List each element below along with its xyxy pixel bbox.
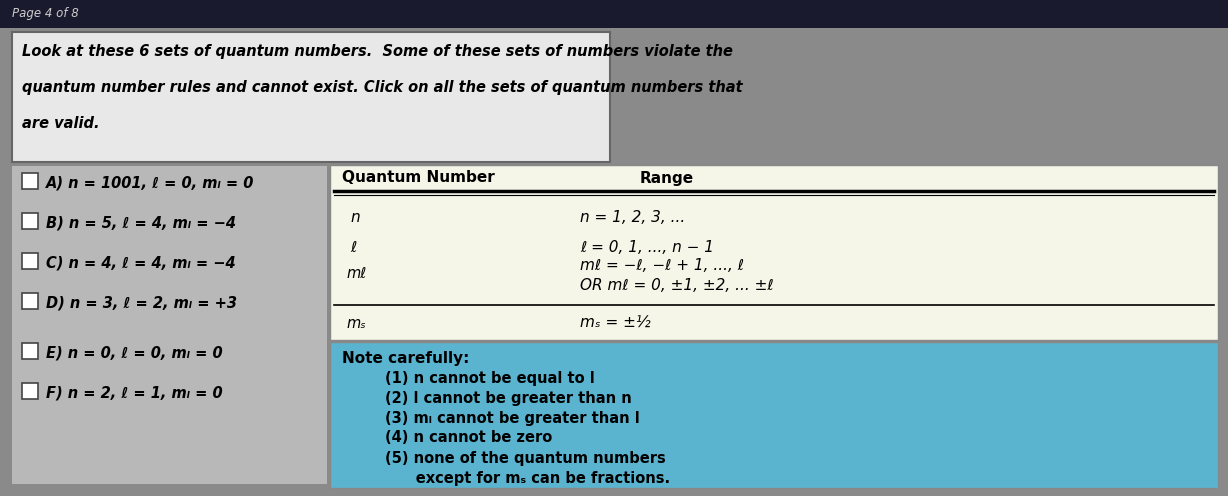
Bar: [22, 293, 38, 309]
Text: quantum number rules and cannot exist. Click on all the sets of quantum numbers : quantum number rules and cannot exist. C…: [22, 80, 743, 95]
Text: (4) n cannot be zero: (4) n cannot be zero: [386, 431, 553, 445]
Text: are valid.: are valid.: [22, 116, 99, 131]
Text: OR mℓ = 0, ±1, ±2, ... ±ℓ: OR mℓ = 0, ±1, ±2, ... ±ℓ: [580, 277, 774, 293]
Text: (3) mₗ cannot be greater than l: (3) mₗ cannot be greater than l: [386, 411, 640, 426]
Text: A) n = 1001, ℓ = 0, mₗ = 0: A) n = 1001, ℓ = 0, mₗ = 0: [45, 176, 254, 190]
Text: Look at these 6 sets of quantum numbers.  Some of these sets of numbers violate : Look at these 6 sets of quantum numbers.…: [22, 44, 733, 59]
Text: Range: Range: [640, 171, 694, 186]
Text: (1) n cannot be equal to l: (1) n cannot be equal to l: [386, 371, 594, 385]
Text: mℓ: mℓ: [346, 265, 366, 281]
Text: D) n = 3, ℓ = 2, mₗ = +3: D) n = 3, ℓ = 2, mₗ = +3: [45, 296, 237, 310]
Bar: [22, 343, 38, 359]
Text: ℓ: ℓ: [350, 240, 356, 254]
Bar: [12, 32, 610, 162]
Text: Page 4 of 8: Page 4 of 8: [12, 7, 79, 20]
Text: Note carefully:: Note carefully:: [343, 351, 469, 366]
Bar: [22, 253, 38, 269]
Text: Quantum Number: Quantum Number: [343, 171, 495, 186]
Bar: [12, 166, 327, 484]
Text: E) n = 0, ℓ = 0, mₗ = 0: E) n = 0, ℓ = 0, mₗ = 0: [45, 346, 222, 361]
Bar: [330, 342, 1218, 488]
Bar: [22, 213, 38, 229]
Bar: [22, 383, 38, 399]
Text: C) n = 4, ℓ = 4, mₗ = −4: C) n = 4, ℓ = 4, mₗ = −4: [45, 255, 236, 270]
Text: mₛ = ±½: mₛ = ±½: [580, 315, 651, 330]
Text: (2) l cannot be greater than n: (2) l cannot be greater than n: [386, 390, 631, 406]
Bar: [0, 0, 1228, 28]
Text: n = 1, 2, 3, ...: n = 1, 2, 3, ...: [580, 209, 685, 225]
Text: except for mₛ can be fractions.: except for mₛ can be fractions.: [386, 471, 670, 486]
Text: ℓ = 0, 1, ..., n − 1: ℓ = 0, 1, ..., n − 1: [580, 240, 713, 254]
Text: mₛ: mₛ: [346, 315, 366, 330]
Text: mℓ = −ℓ, −ℓ + 1, ..., ℓ: mℓ = −ℓ, −ℓ + 1, ..., ℓ: [580, 257, 744, 272]
Text: F) n = 2, ℓ = 1, mₗ = 0: F) n = 2, ℓ = 1, mₗ = 0: [45, 385, 222, 400]
Text: B) n = 5, ℓ = 4, mₗ = −4: B) n = 5, ℓ = 4, mₗ = −4: [45, 215, 236, 231]
Text: (5) none of the quantum numbers: (5) none of the quantum numbers: [386, 450, 666, 466]
Bar: [22, 173, 38, 189]
Bar: [330, 165, 1218, 340]
Text: n: n: [350, 209, 360, 225]
